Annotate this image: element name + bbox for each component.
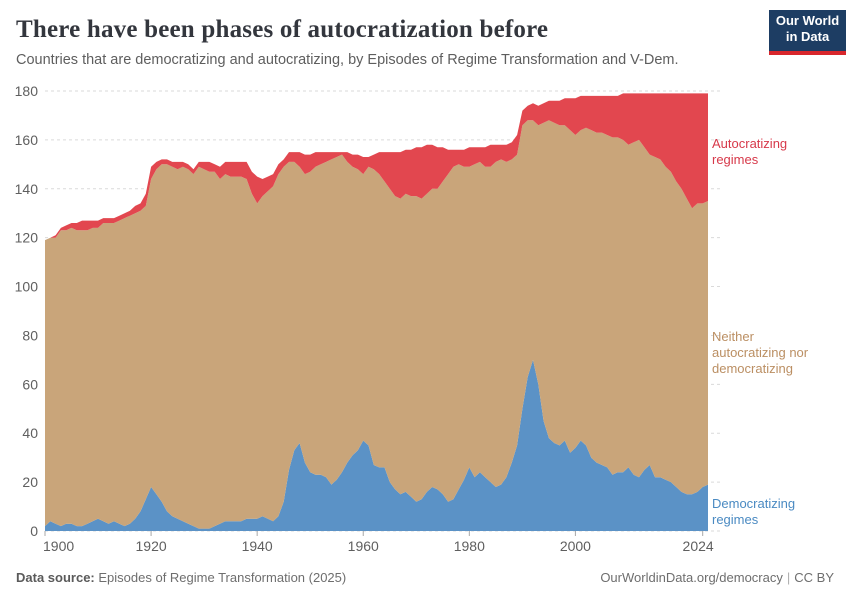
x-tick-label-1960: 1960 [348,538,379,554]
x-tick-label-2000: 2000 [560,538,591,554]
license: CC BY [794,570,834,585]
y-tick-label-20: 20 [22,474,38,490]
y-tick-label-160: 160 [15,132,39,148]
y-tick-label-0: 0 [30,523,38,539]
area-neither-autocratizing [45,120,708,529]
series-label-neither: Neither autocratizing nor democratizing [712,329,809,376]
area-autocratizing-regimes [45,93,708,241]
area-democratizing-regimes [45,359,708,531]
credit-separator: | [786,570,791,585]
y-tick-label-180: 180 [15,83,39,99]
x-tick-label-1980: 1980 [454,538,485,554]
series-label-autocratizing: Autocratizing regimes [712,136,788,167]
chart-subtitle: Countries that are democratizing and aut… [16,52,679,68]
y-tick-label-80: 80 [22,327,38,343]
x-tick-label-1940: 1940 [242,538,273,554]
x-tick-label-2024: 2024 [683,538,714,554]
owid-url: OurWorldinData.org/democracy [600,570,783,585]
owid-logo-line2: in Data [785,29,830,44]
y-tick-label-120: 120 [15,230,39,246]
x-tick-label-1900: 1900 [43,538,74,554]
y-tick-label-140: 140 [15,181,39,197]
chart-footer: Data source: Episodes of Regime Transfor… [16,570,834,585]
series-label-democratizing: Democratizing regimes [712,496,796,527]
credit-line: OurWorldinData.org/democracy | CC BY [600,570,834,585]
page-title: There have been phases of autocratizatio… [16,16,549,43]
y-tick-label-100: 100 [15,279,39,295]
data-source: Data source: Episodes of Regime Transfor… [16,570,346,585]
data-source-label: Data source: [16,570,95,585]
y-tick-label-40: 40 [22,425,38,441]
y-tick-label-60: 60 [22,376,38,392]
x-tick-label-1920: 1920 [136,538,167,554]
owid-logo-line1: Our World [775,13,840,28]
data-source-value: Episodes of Regime Transformation (2025) [98,570,347,585]
owid-logo: Our World in Data [769,10,846,55]
